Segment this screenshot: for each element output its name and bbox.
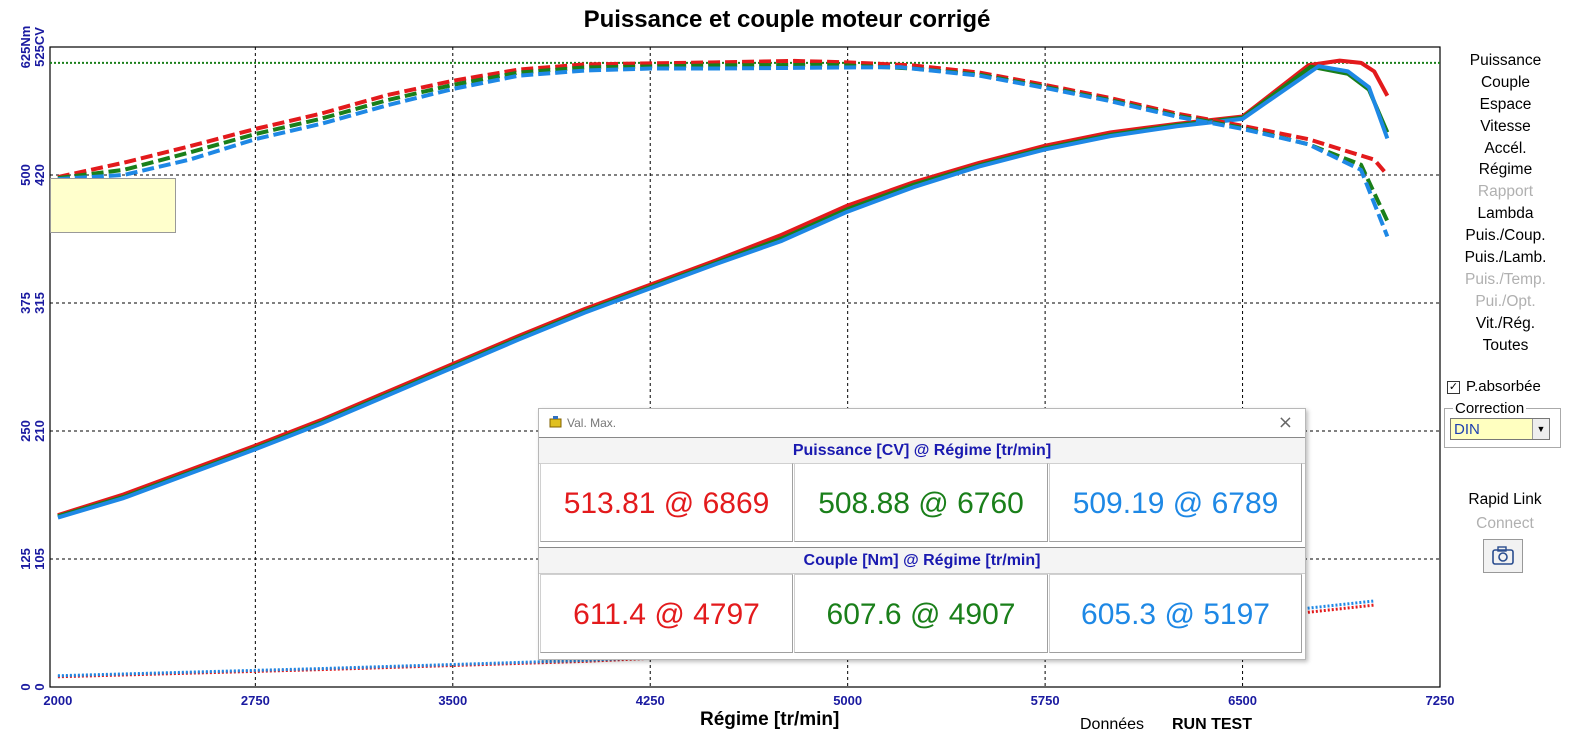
menu-item-2[interactable]: Espace — [1479, 95, 1532, 113]
menu-item-10[interactable]: Puis./Temp. — [1465, 270, 1546, 288]
camera-button[interactable] — [1483, 539, 1523, 573]
menu-item-0[interactable]: Puissance — [1469, 52, 1542, 69]
menu-item-12[interactable]: Vit./Rég. — [1475, 314, 1536, 332]
chart-title: Puissance et couple moteur corrigé — [583, 6, 991, 33]
x-tick-label: 2000 — [43, 693, 72, 708]
x-tick-label: 2750 — [241, 693, 270, 708]
torque-header: Couple [Nm] @ Régime [tr/min] — [539, 547, 1305, 574]
y-tick-nm-label: 375 — [18, 292, 33, 314]
power-curve-2 — [57, 64, 1390, 520]
y-tick-cv-label: 210 — [32, 420, 47, 442]
checkbox-icon[interactable]: ✓ — [1447, 380, 1460, 394]
max-values-dialog[interactable]: Val. Max. × Puissance [CV] @ Régime [tr/… — [538, 408, 1306, 660]
menu-item-8[interactable]: Puis./Coup. — [1465, 227, 1546, 245]
menu-item-13[interactable]: Toutes — [1482, 336, 1529, 354]
close-icon[interactable]: × — [1277, 412, 1293, 433]
power-curve-0 — [57, 58, 1390, 518]
power-value-3: 509.19 @ 6789 — [1049, 463, 1302, 542]
y-tick-nm-label: 250 — [18, 420, 33, 442]
menu-item-5[interactable]: Régime — [1478, 161, 1533, 179]
dialog-title: Val. Max. — [567, 416, 617, 430]
menu-item-9[interactable]: Puis./Lamb. — [1464, 249, 1547, 267]
torque-value-2: 607.6 @ 4907 — [794, 574, 1048, 653]
y-tick-cv-label: 420 — [32, 164, 47, 186]
rapid-link-label: Rapid Link — [1468, 491, 1542, 508]
engine-icon — [549, 416, 562, 428]
power-value-1: 513.81 @ 6869 — [540, 463, 793, 542]
torque-curve-5 — [57, 65, 1390, 238]
menu-item-11[interactable]: Pui./Opt. — [1475, 292, 1536, 310]
y-tick-cv-label: 525CV — [32, 27, 47, 67]
torque-value-3: 605.3 @ 5197 — [1049, 574, 1302, 653]
y-tick-nm-label: 625Nm — [18, 26, 33, 69]
power-header: Puissance [CV] @ Régime [tr/min] — [539, 437, 1305, 464]
x-axis-label: Régime [tr/min] — [700, 709, 840, 730]
correction-value: DIN — [1454, 421, 1480, 438]
menu-item-4[interactable]: Accél. — [1484, 139, 1527, 157]
y-tick-nm-label: 0 — [18, 683, 33, 690]
cursor-info-box — [50, 178, 176, 233]
chart-type-menu: Puissance Couple Espace Vitesse Accél. Régime… — [1443, 50, 1568, 356]
correction-group: Correction DIN ▼ — [1444, 400, 1561, 448]
y-tick-cv-label: 315 — [32, 292, 47, 314]
x-tick-label: 5000 — [833, 693, 862, 708]
y-tick-nm-label: 500 — [18, 164, 33, 186]
menu-item-6[interactable]: Rapport — [1477, 183, 1534, 201]
x-tick-label: 3500 — [438, 693, 467, 708]
correction-label: Correction — [1453, 400, 1527, 417]
torque-value-1: 611.4 @ 4797 — [540, 574, 793, 653]
p-absorbee-label: P.absorbée — [1466, 378, 1541, 395]
menu-item-7[interactable]: Lambda — [1477, 205, 1534, 223]
torque-curve-4 — [57, 62, 1390, 222]
x-tick-label: 6500 — [1228, 693, 1257, 708]
power-value-2: 508.88 @ 6760 — [794, 463, 1048, 542]
x-tick-label: 5750 — [1031, 693, 1060, 708]
menu-item-3[interactable]: Vitesse — [1480, 117, 1531, 135]
p-absorbee-checkbox[interactable]: ✓ P.absorbée — [1447, 378, 1541, 395]
donnees-label: Données — [1080, 716, 1145, 733]
x-tick-label: 7250 — [1426, 693, 1455, 708]
chevron-down-icon[interactable]: ▼ — [1532, 419, 1549, 439]
menu-item-1[interactable]: Couple — [1480, 73, 1531, 91]
correction-select[interactable]: DIN ▼ — [1450, 418, 1550, 440]
camera-icon — [1492, 546, 1514, 565]
y-tick-cv-label: 0 — [32, 683, 47, 690]
connect-link[interactable]: Connect — [1476, 515, 1534, 532]
x-tick-label: 4250 — [636, 693, 665, 708]
y-tick-nm-label: 125 — [18, 548, 33, 570]
y-tick-cv-label: 105 — [32, 548, 47, 570]
run-test-label: RUN TEST — [1172, 716, 1252, 733]
